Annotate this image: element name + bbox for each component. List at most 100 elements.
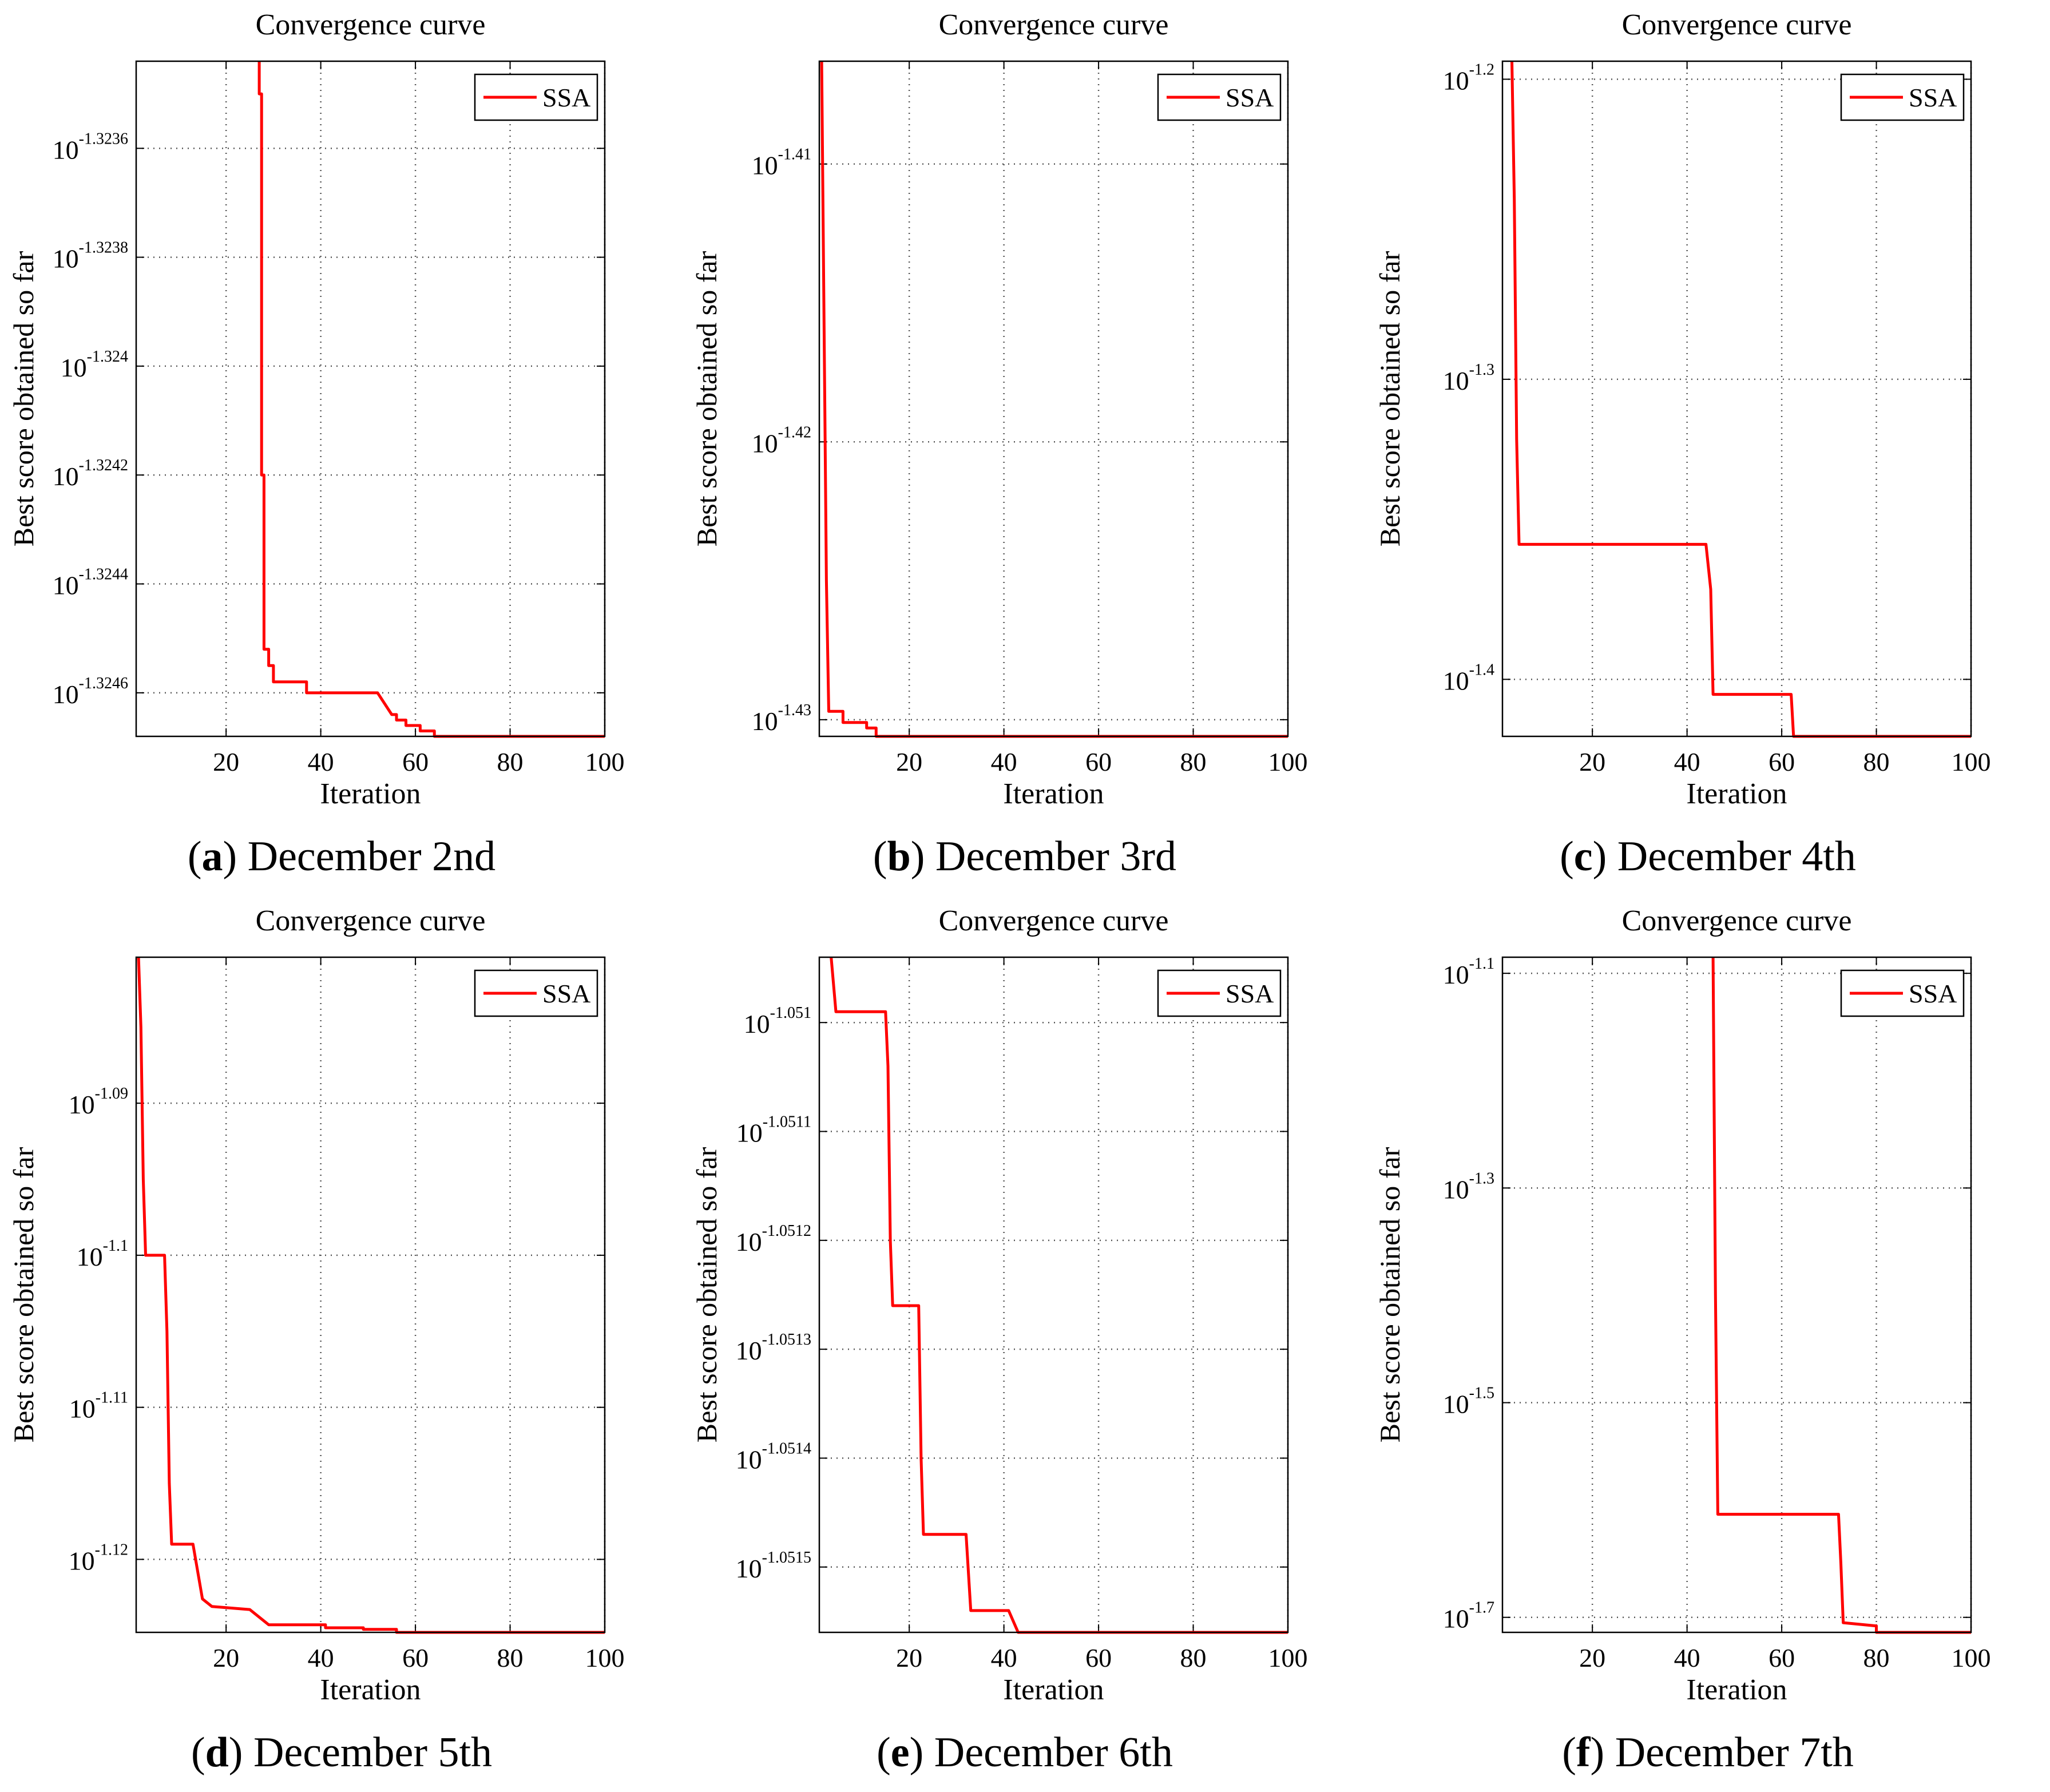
plot-frame — [818, 956, 1289, 1634]
y-tick-label: 10-1.3 — [1443, 361, 1494, 395]
x-tick-label: 40 — [1674, 1643, 1700, 1672]
legend: SSA — [474, 73, 598, 121]
y-tick-label: 10-1.0512 — [736, 1222, 811, 1256]
y-tick-label: 10-1.0515 — [736, 1549, 811, 1583]
x-tick-label: 80 — [1863, 747, 1890, 776]
x-tick-label: 100 — [585, 1643, 625, 1672]
legend-label: SSA — [1909, 83, 1957, 112]
x-tick-label: 40 — [308, 1643, 334, 1672]
y-tick-label: 10-1.11 — [69, 1389, 128, 1424]
caption-letter: a — [201, 833, 223, 880]
series-line-ssa — [830, 957, 1288, 1634]
x-tick-label: 20 — [213, 1643, 239, 1672]
chart-title: Convergence curve — [1622, 9, 1852, 41]
y-axis-label: Best score obtained so far — [1374, 251, 1406, 546]
x-tick-label: 100 — [1952, 1643, 1991, 1672]
legend-label: SSA — [1909, 979, 1957, 1008]
caption-letter: c — [1573, 833, 1593, 880]
caption-letter: d — [205, 1729, 229, 1776]
caption-b: (b) December 3rd — [873, 833, 1177, 880]
plot-frame — [818, 60, 1289, 738]
series-line-ssa — [257, 61, 605, 738]
x-tick-label: 40 — [308, 747, 334, 776]
caption-d: (d) December 5th — [191, 1729, 493, 1776]
y-tick-label: 10-1.4 — [1443, 661, 1494, 695]
panel-b: 20 40 60 80 100 10-1.41 10-1.42 10-1.43 SSA Conve… — [683, 0, 1366, 896]
x-tick-label: 60 — [1769, 747, 1795, 776]
legend-label: SSA — [542, 979, 590, 1008]
caption-letter: f — [1576, 1729, 1591, 1776]
series-line-ssa — [1711, 957, 1971, 1634]
y-tick-label: 10-1.3246 — [53, 675, 128, 709]
y-tick-label: 10-1.42 — [752, 423, 811, 458]
x-axis-label: Iteration — [1003, 778, 1104, 810]
chart-title: Convergence curve — [939, 905, 1169, 937]
x-tick-label: 20 — [896, 747, 922, 776]
caption-a: (a) December 2nd — [187, 833, 496, 880]
x-tick-label: 60 — [1085, 1643, 1112, 1672]
caption-e: (e) December 6th — [877, 1729, 1173, 1776]
legend: SSA — [1157, 969, 1282, 1017]
x-tick-label: 80 — [497, 1643, 524, 1672]
x-tick-label: 20 — [1579, 747, 1605, 776]
plot-frame — [135, 956, 606, 1634]
plot-frame — [135, 60, 606, 738]
y-tick-label: 10-1.3242 — [53, 457, 128, 491]
y-axis-label: Best score obtained so far — [691, 251, 723, 546]
x-tick-label: 40 — [991, 747, 1017, 776]
y-tick-label: 10-1.0511 — [736, 1113, 811, 1148]
y-axis-label: Best score obtained so far — [7, 1147, 39, 1442]
panel-e: 20 40 60 80 100 10-1.051 10-1.0511 10-1.0512 10-… — [683, 896, 1366, 1792]
caption-text: December 5th — [253, 1729, 493, 1776]
chart-title: Convergence curve — [256, 9, 486, 41]
x-tick-label: 20 — [1579, 1643, 1605, 1672]
panel-a: 20 40 60 80 100 10-1.3236 10-1.3238 10-1.324 10-… — [0, 0, 683, 896]
caption-letter: b — [887, 833, 911, 880]
legend-label: SSA — [1226, 979, 1274, 1008]
chart-f: 20 40 60 80 100 10-1.1 10-1.3 10-1.5 10-1.7 SSA Co… — [1374, 905, 1991, 1706]
series-line-ssa — [137, 957, 605, 1634]
y-tick-label: 10-1.0514 — [736, 1440, 811, 1474]
x-axis-label: Iteration — [320, 1674, 421, 1706]
chart-d: 20 40 60 80 100 10-1.09 10-1.1 10-1.11 10-1.12 SS… — [7, 905, 625, 1706]
panel-f: 20 40 60 80 100 10-1.1 10-1.3 10-1.5 10-1.7 SSA Co… — [1366, 896, 2049, 1792]
plot-frame — [1501, 60, 1972, 738]
legend-label: SSA — [542, 83, 590, 112]
caption-text: December 2nd — [247, 833, 496, 880]
y-tick-label: 10-1.1 — [1443, 955, 1494, 989]
chart-title: Convergence curve — [1622, 905, 1852, 937]
panel-c: 20 40 60 80 100 10-1.2 10-1.3 10-1.4 SSA Converge… — [1366, 0, 2049, 896]
x-tick-label: 80 — [497, 747, 524, 776]
x-tick-label: 60 — [402, 1643, 429, 1672]
panel-d: 20 40 60 80 100 10-1.09 10-1.1 10-1.11 10-1.12 SS… — [0, 896, 683, 1792]
y-tick-label: 10-1.41 — [752, 146, 811, 180]
caption-text: December 4th — [1617, 833, 1856, 880]
x-tick-label: 60 — [1769, 1643, 1795, 1672]
y-tick-label: 10-1.0513 — [736, 1331, 811, 1365]
legend: SSA — [1840, 73, 1965, 121]
y-tick-label: 10-1.7 — [1443, 1599, 1494, 1634]
chart-a: 20 40 60 80 100 10-1.3236 10-1.3238 10-1.324 10-… — [7, 9, 625, 810]
caption-f: (f) December 7th — [1562, 1729, 1854, 1776]
x-axis-label: Iteration — [1003, 1674, 1104, 1706]
y-tick-label: 10-1.43 — [752, 701, 811, 736]
legend: SSA — [1157, 73, 1282, 121]
caption-letter: e — [890, 1729, 910, 1776]
y-tick-label: 10-1.324 — [61, 348, 128, 382]
chart-title: Convergence curve — [939, 9, 1169, 41]
series-line-ssa — [1510, 61, 1971, 738]
y-axis-label: Best score obtained so far — [1374, 1147, 1406, 1442]
legend: SSA — [1840, 969, 1965, 1017]
caption-text: December 7th — [1615, 1729, 1854, 1776]
chart-title: Convergence curve — [256, 905, 486, 937]
x-tick-label: 40 — [991, 1643, 1017, 1672]
x-axis-label: Iteration — [1686, 1674, 1787, 1706]
legend-label: SSA — [1226, 83, 1274, 112]
plot-frame — [1501, 956, 1972, 1634]
y-tick-label: 10-1.1 — [77, 1237, 128, 1271]
chart-e: 20 40 60 80 100 10-1.051 10-1.0511 10-1.0512 10-… — [691, 905, 1308, 1706]
y-tick-label: 10-1.2 — [1443, 61, 1494, 95]
x-tick-label: 20 — [896, 1643, 922, 1672]
series-line-ssa — [820, 61, 1288, 738]
x-tick-label: 80 — [1180, 1643, 1207, 1672]
